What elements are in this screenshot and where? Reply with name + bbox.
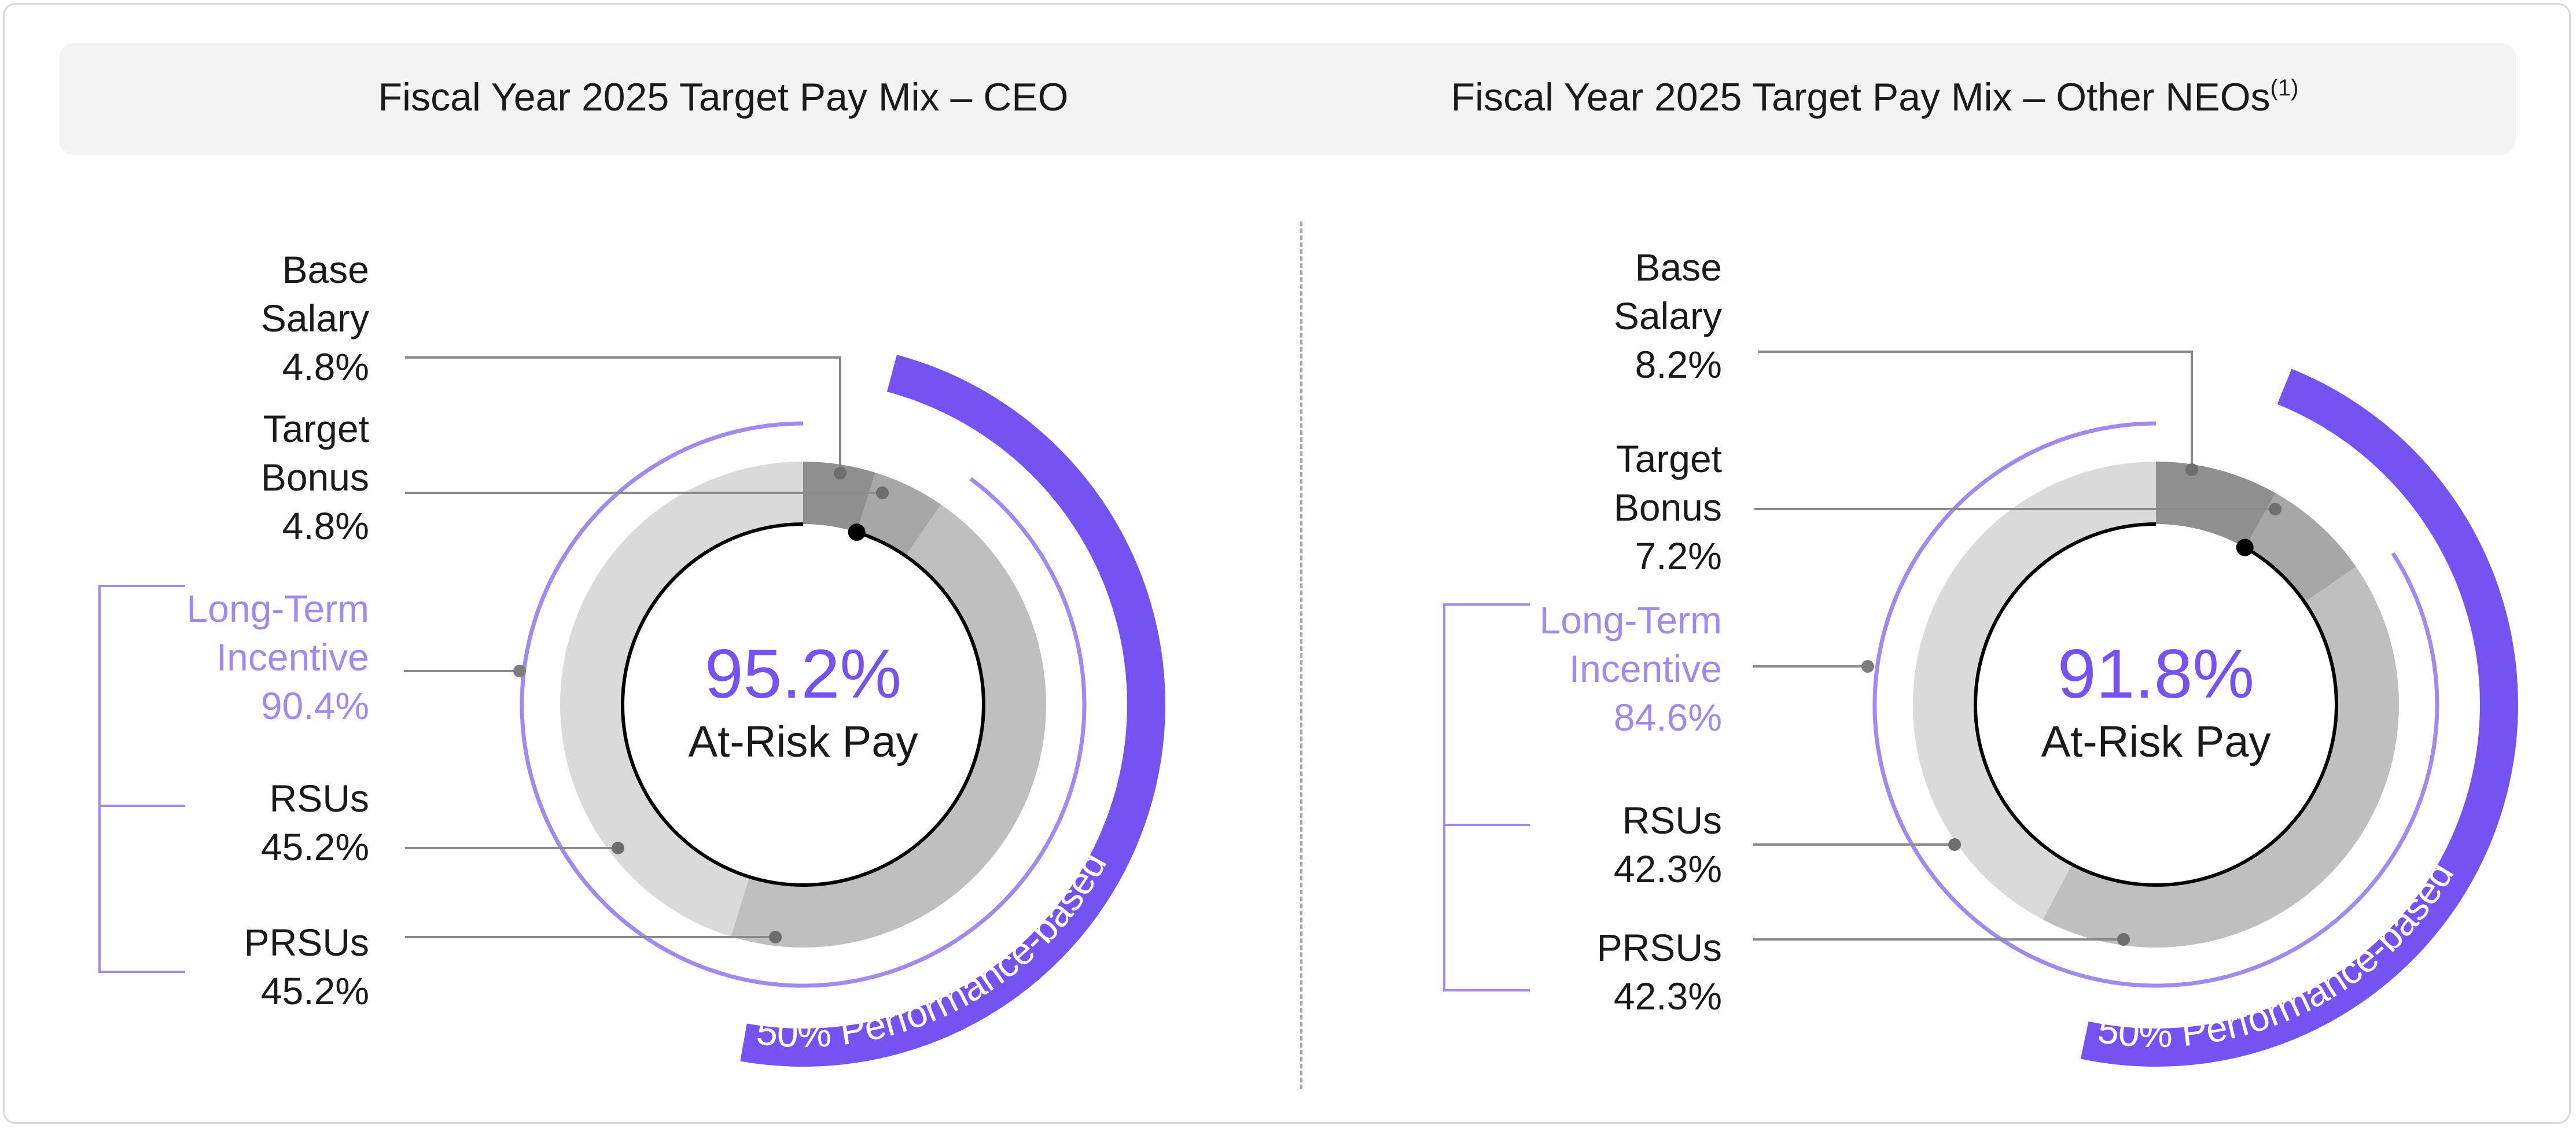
inner-circle	[1975, 524, 2336, 885]
label-base-salary-neo: Base Salary 8.2%	[1479, 243, 1722, 389]
at-risk-arc	[1974, 522, 2338, 887]
marker-lti-neo	[1861, 660, 1874, 673]
at-risk-caption-ceo: At-Risk Pay	[688, 717, 918, 766]
at-risk-pct-ceo: 95.2%	[704, 635, 902, 713]
chart-title-neo-text: Fiscal Year 2025 Target Pay Mix – Other …	[1451, 75, 2270, 119]
label-base-name-1: Base	[1635, 246, 1722, 289]
marker-lti-ceo	[513, 665, 526, 677]
lti-bracket-ceo	[98, 585, 185, 973]
at-risk-arc-start-dot	[848, 524, 866, 541]
lti-ring-outer	[520, 422, 1087, 988]
label-target-bonus-neo: Target Bonus 7.2%	[1479, 434, 1722, 580]
label-prsus-ceo: PRSUs 45.2%	[126, 918, 369, 1015]
label-target-bonus-ceo: Target Bonus 4.8%	[126, 404, 369, 550]
lti-bracket-neo	[1443, 603, 1530, 991]
donut-segment-base-salary	[2156, 462, 2276, 548]
marker-prsus-ceo	[769, 931, 782, 943]
label-lti-ceo: Long-Term Incentive 90.4%	[126, 584, 369, 730]
donut-segment-rsus	[560, 462, 803, 937]
marker-base-salary-ceo	[834, 467, 847, 480]
label-rsus-neo: RSUs 42.3%	[1479, 796, 1722, 893]
label-base-salary-ceo: Base Salary 4.8%	[126, 245, 369, 391]
label-prsu-name: PRSUs	[244, 921, 369, 964]
panel-divider	[1300, 222, 1302, 1089]
label-base-name-2: Salary	[1613, 294, 1722, 337]
marker-target-bonus-neo	[2269, 503, 2281, 515]
marker-prsus-neo	[2117, 933, 2130, 946]
label-rsu-name: RSUs	[269, 777, 369, 820]
label-bonus-name-1: Target	[1615, 437, 1722, 480]
at-risk-pct-neo: 91.8%	[2057, 635, 2255, 713]
at-risk-arc	[621, 522, 986, 887]
marker-base-salary-neo	[2185, 463, 2198, 476]
inner-circle	[623, 524, 984, 885]
figure-frame	[3, 3, 2571, 1124]
label-lti-neo: Long-Term Incentive 84.6%	[1479, 596, 1722, 742]
label-lti-name-1: Long-Term	[1539, 599, 1722, 642]
label-lti-pct: 84.6%	[1613, 696, 1722, 739]
leader-base-salary-ceo	[405, 356, 841, 473]
label-prsu-pct: 42.3%	[1613, 975, 1722, 1018]
marker-target-bonus-ceo	[876, 486, 889, 499]
label-bonus-pct: 4.8%	[282, 504, 369, 547]
label-base-name-2: Salary	[260, 297, 369, 340]
donut-segment-target-bonus	[2244, 493, 2356, 603]
marker-rsus-ceo	[612, 842, 624, 854]
label-rsu-pct: 45.2%	[260, 825, 369, 868]
marker-rsus-neo	[1948, 838, 1961, 851]
label-bonus-name-2: Bonus	[1613, 486, 1722, 529]
label-prsus-neo: PRSUs 42.3%	[1479, 923, 1722, 1020]
label-bonus-pct: 7.2%	[1635, 534, 1722, 577]
at-risk-caption-neo: At-Risk Pay	[2041, 717, 2271, 766]
label-lti-pct: 90.4%	[260, 684, 369, 727]
label-bonus-name-1: Target	[263, 407, 369, 450]
label-rsu-name: RSUs	[1622, 799, 1722, 842]
donut-segment-prsus	[731, 504, 1046, 948]
lti-ring-outer	[1872, 422, 2439, 988]
label-base-pct: 4.8%	[282, 345, 369, 388]
header-bar	[59, 43, 2516, 155]
label-prsu-name: PRSUs	[1596, 926, 1722, 969]
label-bonus-name-2: Bonus	[260, 456, 369, 499]
footnote-marker: (1)	[2270, 75, 2299, 101]
label-lti-name-2: Incentive	[216, 636, 369, 679]
label-lti-name-1: Long-Term	[186, 587, 369, 630]
chart-title-ceo: Fiscal Year 2025 Target Pay Mix – CEO	[378, 75, 1069, 119]
lti-ring-cap	[2131, 421, 2157, 427]
donut-segment-base-salary	[803, 462, 875, 533]
label-prsu-pct: 45.2%	[260, 970, 369, 1012]
label-rsus-ceo: RSUs 45.2%	[126, 774, 369, 871]
lti-ring-cap	[778, 421, 804, 427]
donut-segment-prsus	[2043, 566, 2399, 948]
at-risk-arc-start-dot	[2236, 539, 2254, 556]
donut-segment-rsus	[1913, 462, 2156, 920]
label-lti-name-2: Incentive	[1569, 647, 1722, 690]
label-rsu-pct: 42.3%	[1613, 847, 1722, 890]
chart-title-neo: Fiscal Year 2025 Target Pay Mix – Other …	[1285, 51, 2465, 143]
label-base-name-1: Base	[282, 248, 369, 291]
leader-base-salary-neo	[1758, 351, 2193, 470]
label-base-pct: 8.2%	[1635, 343, 1722, 386]
